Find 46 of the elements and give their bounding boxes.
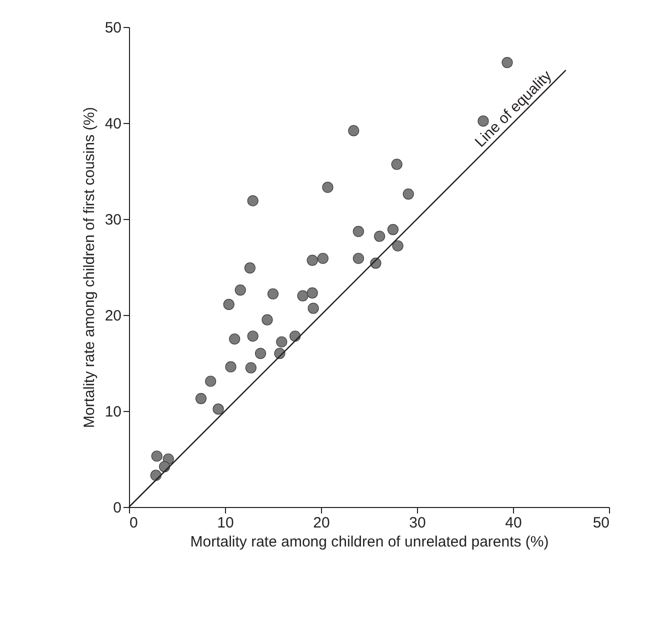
point: [402, 188, 414, 200]
point: [391, 158, 402, 170]
point: [244, 262, 256, 274]
y-tick-label: 20: [104, 308, 122, 324]
point: [306, 287, 318, 298]
point: [352, 226, 364, 238]
point: [317, 252, 328, 264]
point: [150, 470, 162, 481]
point: [245, 362, 256, 374]
y-tick-label: 10: [104, 404, 122, 420]
x-tick-label: 50: [592, 514, 610, 532]
x-tick-label: 40: [505, 514, 522, 532]
point: [352, 252, 364, 264]
point: [247, 330, 258, 342]
point: [254, 348, 266, 359]
x-tick-label: 0: [130, 514, 138, 532]
point: [234, 284, 246, 296]
x-tick-label: 20: [313, 514, 330, 532]
y-tick-label: 30: [104, 212, 122, 228]
x-axis-title: Mortality rate among children of unrelated parents (%): [190, 534, 549, 550]
point: [308, 302, 319, 314]
point: [267, 288, 279, 300]
point: [247, 195, 258, 206]
y-tick-label: 0: [113, 500, 122, 516]
point: [348, 125, 360, 136]
point: [387, 224, 399, 236]
point: [212, 404, 224, 415]
point: [223, 298, 234, 310]
point: [225, 361, 236, 372]
point: [205, 376, 216, 387]
point: [229, 333, 240, 345]
point: [322, 182, 334, 193]
point: [276, 336, 288, 348]
x-tick-label: 10: [217, 514, 234, 532]
y-axis-title: Mortality rate among children of first cousins (%): [80, 107, 98, 428]
point: [392, 240, 404, 252]
point: [195, 392, 207, 404]
y-tick-label: 50: [104, 20, 122, 36]
y-tick-label: 40: [104, 116, 122, 132]
point: [297, 290, 308, 302]
x-tick-label: 30: [409, 514, 426, 532]
point: [262, 314, 273, 326]
point: [306, 254, 318, 266]
point: [502, 56, 513, 68]
point: [374, 230, 386, 242]
point: [151, 450, 162, 462]
